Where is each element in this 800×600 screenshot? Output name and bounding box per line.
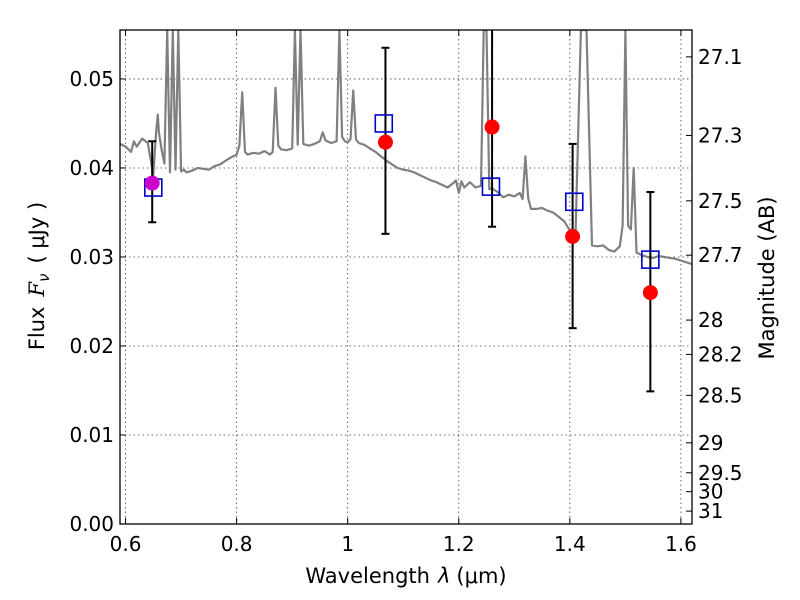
y2-axis-label: Magnitude (AB) — [755, 196, 779, 359]
model-point — [641, 250, 660, 269]
model-point — [374, 114, 394, 133]
observed-point — [565, 229, 581, 245]
observed-point — [377, 134, 393, 150]
y-tick-label: 0.04 — [69, 156, 114, 180]
y2-tick-label: 27.5 — [698, 189, 743, 213]
observed-point — [144, 175, 160, 191]
y2-tick-label: 28.2 — [698, 342, 743, 366]
y2-tick-label: 27.1 — [698, 45, 743, 69]
model-point — [481, 177, 501, 196]
grid-lines — [120, 30, 692, 524]
spectrum-series — [120, 30, 692, 266]
x-tick-label: 1.6 — [665, 532, 697, 556]
axis-ticks — [120, 30, 692, 525]
y2-tick-label: 29.5 — [698, 461, 743, 485]
observed-point — [642, 285, 658, 301]
x-tick-label: 0.6 — [110, 532, 142, 556]
spectrum-line — [120, 30, 692, 266]
plot-frame — [119, 29, 693, 525]
y2-tick-label: 30 — [698, 480, 723, 504]
observed-point — [484, 119, 500, 135]
y2-tick-label: 28 — [698, 308, 723, 332]
x-tick-label: 0.8 — [221, 532, 253, 556]
model-point — [564, 192, 584, 212]
x-tick-label: 1.4 — [554, 532, 586, 556]
x-axis-label: Wavelength λ (μm) — [305, 564, 506, 588]
x-tick-label: 1.2 — [443, 532, 475, 556]
y-tick-label: 0.01 — [69, 423, 114, 447]
y-tick-label: 0.00 — [69, 512, 114, 536]
x-tick-label: 1 — [341, 532, 354, 556]
y-tick-label: 0.02 — [69, 334, 114, 358]
data-markers — [144, 114, 660, 301]
y2-tick-label: 27.3 — [698, 123, 743, 147]
y2-tick-label: 27.7 — [698, 243, 743, 267]
y2-tick-label: 29 — [698, 431, 723, 455]
y-tick-label: 0.03 — [69, 245, 114, 269]
y-tick-label: 0.05 — [69, 67, 114, 91]
y2-tick-label: 28.5 — [698, 383, 743, 407]
y2-tick-label: 31 — [698, 499, 723, 523]
y-axis-label: FluxFν( μJy ) — [25, 202, 53, 350]
